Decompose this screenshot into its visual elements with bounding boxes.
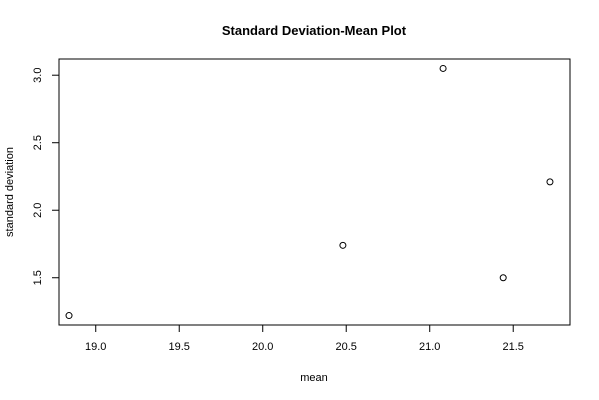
y-tick-label: 3.0 [32, 68, 44, 83]
data-point [339, 241, 347, 249]
y-tick-label: 1.5 [32, 270, 44, 285]
x-tick-label: 20.5 [336, 341, 357, 353]
x-tick-label: 19.5 [169, 341, 190, 353]
x-tick-label: 19.0 [85, 341, 106, 353]
y-axis: 1.5 2.0 2.5 3.0 [32, 68, 59, 285]
y-tick-label: 2.0 [32, 203, 44, 218]
x-axis-label: mean [300, 372, 328, 384]
data-point [65, 312, 73, 320]
data-points [65, 64, 554, 320]
y-tick-label: 2.5 [32, 135, 44, 150]
x-axis: 19.0 19.5 20.0 20.5 21.0 21.5 [85, 325, 524, 353]
x-tick-label: 21.5 [503, 341, 524, 353]
chart-title: Standard Deviation-Mean Plot [222, 23, 407, 38]
data-point [439, 64, 447, 72]
x-tick-label: 21.0 [419, 341, 440, 353]
plot-frame [58, 58, 571, 326]
data-point [499, 274, 507, 282]
data-point [546, 178, 554, 186]
y-axis-label: standard deviation [4, 147, 16, 237]
x-tick-label: 20.0 [252, 341, 273, 353]
